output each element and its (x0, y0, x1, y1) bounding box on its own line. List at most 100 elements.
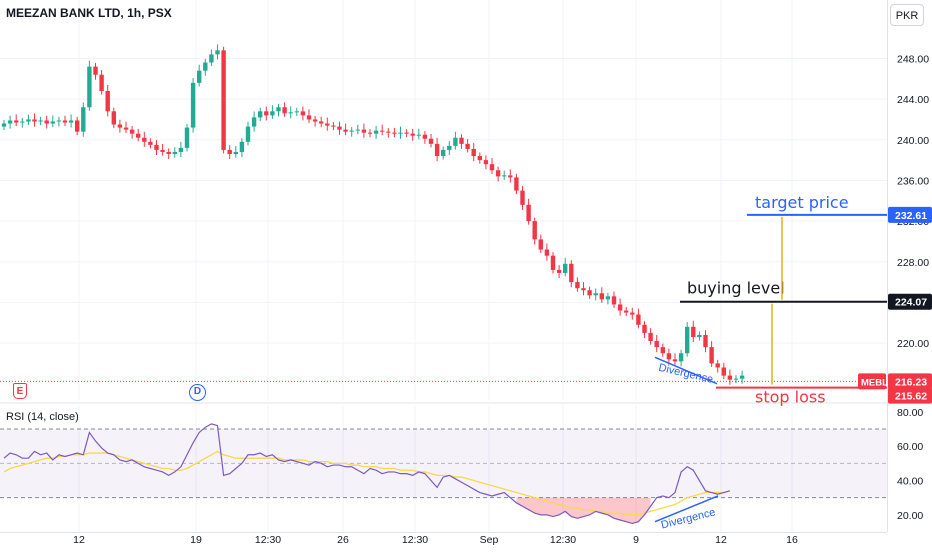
time-tick-label: 26 (337, 534, 349, 546)
candle-body (709, 347, 714, 364)
candle-body (337, 126, 342, 130)
candle-body (587, 290, 592, 296)
candle-body (81, 107, 86, 132)
candle-body (556, 269, 562, 273)
currency-button[interactable]: PKR (890, 4, 924, 26)
candle-body (685, 326, 690, 354)
buying-level-label: buying level (687, 279, 785, 298)
candle-body (50, 121, 55, 124)
candle-body (117, 124, 123, 128)
candle-body (697, 334, 702, 337)
candle-body (465, 143, 470, 149)
candle-body (404, 132, 409, 134)
candle-body (581, 288, 586, 291)
candle-body (38, 120, 43, 122)
candle-body (386, 131, 391, 133)
price-divergence-label: Divergence (657, 362, 714, 386)
candle-body (441, 149, 446, 157)
candle-body (648, 332, 653, 342)
candle-body (355, 129, 360, 131)
symbol-badge (858, 373, 886, 390)
candle-body (197, 70, 202, 83)
symbol-title: MEEZAN BANK LTD, 1h, PSX (6, 6, 172, 20)
candle-body (422, 134, 428, 139)
candle-body (75, 120, 80, 132)
candle-body (569, 263, 574, 283)
candle-body (325, 123, 330, 126)
candle-body (276, 107, 281, 112)
candle-body (172, 151, 177, 155)
candle-body (660, 347, 665, 354)
candle-body (703, 334, 708, 348)
candle-body (215, 50, 220, 55)
candle-body (715, 363, 720, 368)
candle-body (245, 126, 251, 142)
price-divergence-line (654, 356, 718, 385)
candle-body (739, 375, 745, 379)
candle-body (190, 82, 196, 128)
candle-body (300, 111, 306, 116)
earnings-event-icon[interactable]: E (13, 383, 27, 399)
candle-body (56, 120, 62, 122)
price-tick-label: 220.00 (897, 338, 929, 350)
candle-body (178, 147, 184, 152)
target-price-badge (888, 206, 932, 223)
candle-body (605, 296, 611, 300)
stop-loss-label: stop loss (755, 388, 826, 407)
time-tick-label: 12:30 (550, 534, 576, 546)
candle-body (666, 353, 672, 360)
candle-body (319, 121, 324, 124)
candle-body (166, 151, 171, 155)
candle-body (471, 148, 476, 157)
candle-body (154, 144, 159, 150)
candle-body (62, 120, 68, 123)
candle-body (453, 137, 458, 146)
candle-body (447, 145, 452, 150)
candle-body (282, 107, 287, 114)
candle-body (495, 170, 501, 177)
rsi-divergence-label: Divergence (660, 506, 717, 531)
candle-body (26, 119, 31, 122)
buying-level-badge (888, 293, 932, 310)
candle-body (136, 133, 141, 138)
candle-body (270, 111, 275, 116)
candle-body (575, 282, 580, 289)
time-tick-label: 12:30 (402, 534, 428, 546)
candle-body (654, 341, 659, 348)
candle-body (410, 133, 415, 136)
candle-body (1, 123, 7, 127)
candle-body (294, 111, 299, 113)
candle-body (148, 141, 153, 145)
candle-body (361, 129, 367, 133)
dividend-event-icon[interactable]: D (189, 384, 206, 401)
candle-body (532, 221, 537, 240)
candle-body (691, 326, 696, 337)
candle-body (514, 177, 519, 191)
time-tick-label: Sep (480, 534, 499, 546)
price-tick-label: 228.00 (897, 257, 929, 269)
candle-body (227, 149, 232, 155)
candle-body (32, 119, 37, 122)
candle-body (398, 132, 403, 134)
rsi-tick-label: 80.00 (897, 407, 923, 419)
price-tick-label: 240.00 (897, 135, 929, 147)
rsi-tick-label: 60.00 (897, 441, 923, 453)
candle-body (502, 175, 507, 177)
time-tick-label: 12:30 (255, 534, 281, 546)
candle-body (343, 129, 348, 132)
candle-body (630, 312, 635, 315)
candle-body (611, 296, 617, 305)
candle-body (544, 249, 550, 256)
candle-body (617, 304, 623, 311)
candle-body (142, 137, 147, 142)
current-price-badge-text: 216.23 (895, 376, 927, 388)
candle-body (264, 111, 269, 116)
candle-body (306, 115, 312, 120)
rsi-oversold-fill (516, 497, 651, 524)
candle-body (111, 111, 116, 125)
candle-body (203, 62, 208, 71)
candle-body (99, 74, 104, 91)
candle-body (563, 263, 568, 273)
